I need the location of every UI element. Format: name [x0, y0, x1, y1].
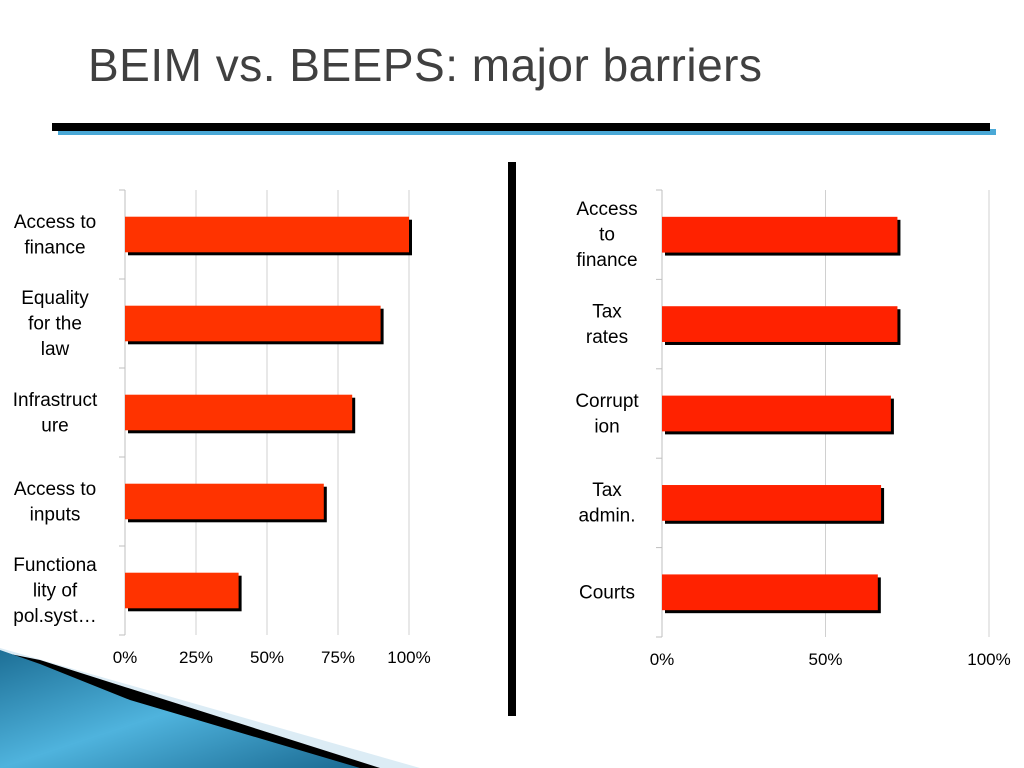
x-tick-label: 50%: [808, 650, 842, 669]
x-tick-label: 75%: [321, 648, 355, 667]
category-label-line: Courts: [579, 582, 635, 603]
bar: [125, 572, 239, 609]
category-label-line: Access to: [14, 212, 96, 233]
category-label-line: Infrastruct: [13, 390, 98, 411]
category-label-line: Tax: [592, 301, 622, 322]
category-label: Functiona lity of pol.syst…: [13, 555, 97, 627]
x-tick-label: 25%: [179, 648, 213, 667]
bar: [125, 216, 409, 253]
category-label-line: Tax: [592, 480, 622, 501]
chart-divider: [508, 162, 516, 716]
category-label-line: Corrupt: [575, 391, 639, 412]
bar: [662, 306, 898, 342]
x-tick-label: 100%: [967, 650, 1010, 669]
category-label-line: Access: [576, 199, 637, 220]
bar: [125, 305, 381, 342]
category-label-line: finance: [576, 250, 637, 271]
category-label: Access to finance: [14, 212, 96, 259]
category-label: Infrastruct ure: [13, 390, 98, 437]
category-label-line: admin.: [578, 506, 635, 527]
category-label-line: to: [599, 225, 615, 246]
bar: [125, 394, 353, 431]
bar: [662, 485, 882, 521]
category-label-line: lity of: [33, 581, 78, 602]
category-label-line: Functiona: [13, 555, 97, 576]
slide-title: BEIM vs. BEEPS: major barriers: [88, 39, 763, 91]
beim-bar-chart: 0% 25% 50% 75% 100% Access to finance Equality f…: [13, 189, 431, 667]
bar: [662, 216, 898, 253]
x-tick-label: 0%: [113, 648, 138, 667]
category-label: Access to inputs: [14, 479, 96, 526]
category-label-line: finance: [24, 237, 85, 258]
category-label: Equality for the law: [21, 288, 89, 360]
category-label-line: for the: [28, 314, 82, 335]
category-label: Corrupt ion: [575, 391, 639, 438]
bar: [662, 574, 878, 611]
category-label-line: inputs: [30, 504, 81, 525]
category-label-line: ion: [594, 416, 619, 437]
title-rule-accent: [58, 129, 996, 135]
x-tick-label: 0%: [650, 650, 675, 669]
category-label-line: law: [41, 339, 70, 360]
title-rule: [52, 123, 990, 131]
category-label-line: Equality: [21, 288, 89, 309]
category-label-line: Access to: [14, 479, 96, 500]
x-tick-label: 100%: [387, 648, 430, 667]
category-label: Access to finance: [576, 199, 637, 271]
corner-blue-swoosh: [0, 650, 360, 768]
x-tick-label: 50%: [250, 648, 284, 667]
category-label-line: rates: [586, 327, 628, 348]
category-label: Courts: [579, 582, 635, 603]
bar: [125, 483, 324, 520]
category-label: Tax admin.: [578, 480, 635, 527]
category-label-line: pol.syst…: [13, 606, 96, 627]
bar: [662, 395, 891, 432]
category-label-line: ure: [41, 415, 68, 436]
category-label: Tax rates: [586, 301, 628, 348]
